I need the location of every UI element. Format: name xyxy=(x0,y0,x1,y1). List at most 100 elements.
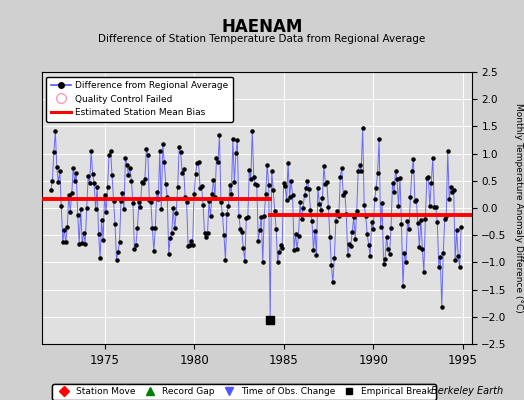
Point xyxy=(375,136,383,143)
Point xyxy=(311,227,319,234)
Point xyxy=(417,216,425,223)
Point xyxy=(457,224,465,231)
Point xyxy=(91,206,100,212)
Point xyxy=(159,140,167,147)
Point xyxy=(278,245,286,251)
Point xyxy=(205,198,213,204)
Point xyxy=(199,202,207,208)
Point xyxy=(182,199,191,206)
Point xyxy=(403,218,412,224)
Point xyxy=(156,148,164,154)
Point xyxy=(330,255,339,261)
Point xyxy=(254,237,263,244)
Point xyxy=(121,154,129,161)
Point xyxy=(294,233,303,239)
Point xyxy=(208,191,216,198)
Point xyxy=(139,180,148,186)
Point xyxy=(209,176,217,183)
Point xyxy=(102,209,110,216)
Point xyxy=(126,164,134,171)
Point xyxy=(101,192,109,198)
Point xyxy=(90,180,99,187)
Point xyxy=(342,211,351,217)
Point xyxy=(379,260,388,267)
Point xyxy=(106,147,115,154)
Point xyxy=(429,154,437,161)
Point xyxy=(60,227,69,233)
Point xyxy=(198,182,206,189)
Point xyxy=(275,249,283,255)
Point xyxy=(177,149,185,156)
Point xyxy=(52,164,61,171)
Point xyxy=(394,203,402,209)
Point xyxy=(425,203,434,209)
Point xyxy=(117,198,125,204)
Point xyxy=(256,227,264,233)
Point xyxy=(413,220,422,226)
Point xyxy=(244,214,252,220)
Point xyxy=(152,189,161,196)
Point xyxy=(82,205,91,212)
Text: Difference of Station Temperature Data from Regional Average: Difference of Station Temperature Data f… xyxy=(99,34,425,44)
Point xyxy=(318,195,326,202)
Point xyxy=(281,183,289,190)
Point xyxy=(455,264,464,271)
Point xyxy=(427,180,435,186)
Point xyxy=(135,199,143,205)
Point xyxy=(111,221,119,228)
Point xyxy=(78,240,86,247)
Point xyxy=(89,171,97,177)
Point xyxy=(396,174,404,181)
Point xyxy=(260,213,268,219)
Point xyxy=(337,164,346,171)
Point xyxy=(96,255,104,261)
Point xyxy=(147,198,155,205)
Point xyxy=(277,242,285,248)
Point xyxy=(272,226,280,233)
Point xyxy=(284,160,292,166)
Point xyxy=(267,168,276,174)
Point xyxy=(184,243,192,250)
Point xyxy=(75,240,83,247)
Point xyxy=(372,185,380,191)
Point xyxy=(168,230,176,236)
Point xyxy=(136,204,145,210)
Point xyxy=(219,211,227,217)
Point xyxy=(303,178,312,184)
Point xyxy=(56,168,64,174)
Point xyxy=(123,162,131,168)
Point xyxy=(420,269,428,276)
Point xyxy=(258,259,267,265)
Point xyxy=(305,186,313,192)
Point xyxy=(94,231,103,238)
Point xyxy=(57,202,66,209)
Point xyxy=(265,182,273,188)
Point xyxy=(390,189,398,196)
Point xyxy=(354,168,363,174)
Point xyxy=(64,191,73,198)
Point xyxy=(236,226,245,232)
Point xyxy=(448,189,456,196)
Point xyxy=(62,239,70,245)
Point xyxy=(238,229,246,236)
Point xyxy=(326,234,334,240)
Point xyxy=(47,187,55,193)
Point xyxy=(166,235,174,241)
Point xyxy=(351,236,359,242)
Point xyxy=(365,241,373,248)
Point xyxy=(118,190,127,196)
Point xyxy=(215,132,224,139)
Point xyxy=(132,242,140,248)
Point xyxy=(309,247,318,253)
Point xyxy=(362,212,370,219)
Point xyxy=(227,191,236,197)
Point xyxy=(430,204,439,210)
Point xyxy=(212,155,221,162)
Point xyxy=(224,203,233,209)
Point xyxy=(214,159,222,166)
Point xyxy=(314,185,322,191)
Point xyxy=(108,172,116,178)
Point xyxy=(454,252,462,259)
Point xyxy=(226,182,234,188)
Point xyxy=(148,224,157,231)
